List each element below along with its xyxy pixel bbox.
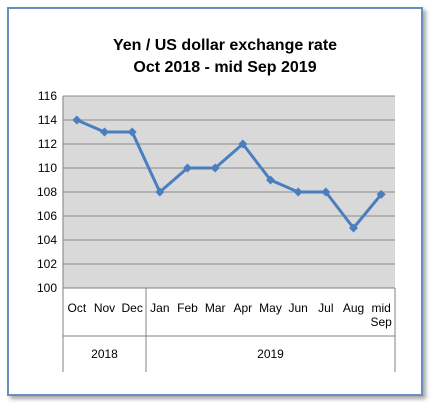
- y-tick-label: 102: [37, 257, 57, 271]
- series-line: [76, 118, 383, 230]
- x-tick-label: May: [259, 301, 282, 315]
- x-tick-label: Jan: [150, 301, 169, 315]
- group-label: 2018: [91, 347, 118, 361]
- y-tick-label: 110: [38, 161, 57, 175]
- data-point: [321, 187, 331, 197]
- data-point: [238, 139, 248, 149]
- data-point: [293, 187, 303, 197]
- y-tick-label: 116: [38, 89, 57, 103]
- y-tick-label: 100: [37, 281, 57, 295]
- x-tick-label: Dec: [121, 301, 142, 315]
- x-tick-label: Jun: [288, 301, 307, 315]
- x-tick-label: Apr: [233, 301, 252, 315]
- y-tick-label: 104: [37, 233, 57, 247]
- y-tick-label: 106: [37, 209, 57, 223]
- chart-title: Yen / US dollar exchange rate: [113, 37, 337, 54]
- chart-subtitle: Oct 2018 - mid Sep 2019: [133, 59, 316, 76]
- data-point: [155, 187, 165, 197]
- y-tick-label: 112: [38, 137, 57, 151]
- data-point: [72, 115, 82, 125]
- x-tick-label: Oct: [67, 301, 86, 315]
- x-tick-label: Nov: [94, 301, 115, 315]
- x-tick-label: Aug: [343, 301, 364, 315]
- data-point: [266, 175, 275, 185]
- y-tick-label: 114: [38, 113, 57, 127]
- data-point: [183, 163, 192, 173]
- plot-area: 100 102 104 106 108 110 112 114 116 Oct Nov Dec Jan F…: [37, 89, 396, 372]
- y-tick-label: 108: [37, 185, 57, 199]
- data-point: [349, 223, 358, 233]
- data-point: [127, 127, 137, 137]
- x-tick-label: Jul: [318, 301, 333, 315]
- x-tick-label: mid Sep: [370, 301, 392, 329]
- data-point: [210, 163, 220, 173]
- x-tick-label: Mar: [205, 301, 226, 315]
- data-point: [100, 127, 109, 137]
- group-label: 2019: [257, 347, 284, 361]
- data-point: [376, 189, 386, 199]
- x-tick-label: Feb: [177, 301, 198, 315]
